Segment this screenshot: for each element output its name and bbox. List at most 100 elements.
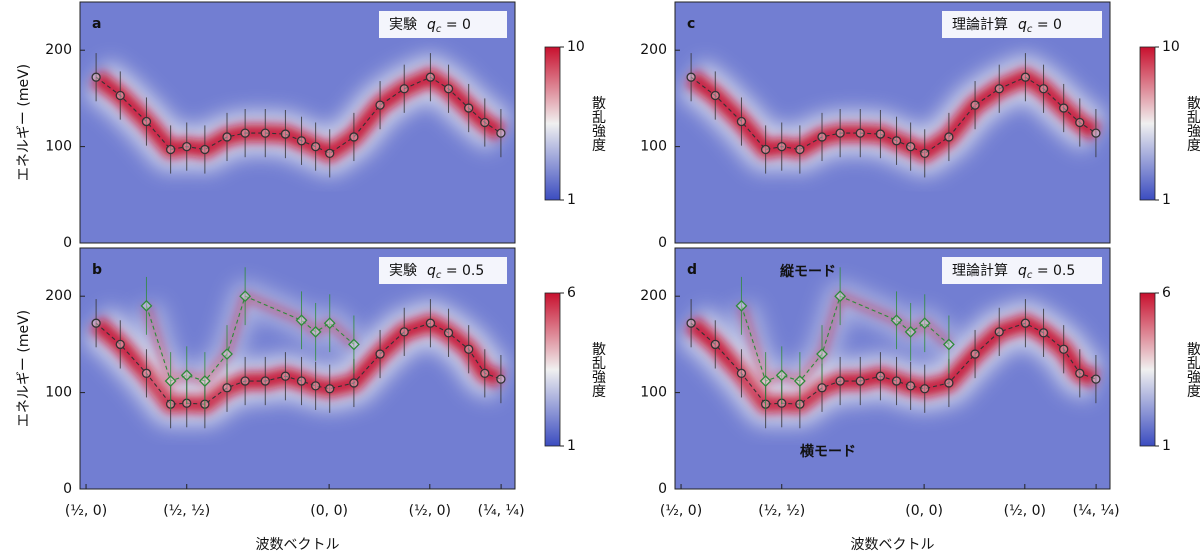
data-point bbox=[760, 144, 771, 155]
colorbar-tick-label: 1 bbox=[567, 192, 576, 208]
data-point bbox=[891, 136, 902, 146]
data-point bbox=[165, 144, 176, 155]
annotation-box bbox=[379, 11, 507, 38]
data-point bbox=[835, 376, 845, 386]
data-point bbox=[1075, 117, 1085, 128]
panel-label: a bbox=[92, 16, 101, 32]
data-point bbox=[239, 290, 252, 303]
data-point bbox=[180, 369, 193, 382]
data-point bbox=[710, 90, 720, 101]
annotation: 理論計算 qc = 0 bbox=[952, 17, 1062, 35]
data-point bbox=[260, 376, 270, 386]
panel-frame bbox=[674, 1, 1111, 244]
annotation-text: 実験 bbox=[389, 263, 417, 279]
panel-label: b bbox=[92, 262, 102, 278]
data-point bbox=[759, 375, 772, 387]
panel-frame bbox=[79, 247, 516, 490]
annotation: 理論計算 qc = 0.5 bbox=[952, 263, 1075, 281]
data-point bbox=[222, 383, 232, 393]
y-tick-label: 200 bbox=[45, 288, 72, 304]
data-point bbox=[904, 325, 917, 338]
parameter-value: = 0 bbox=[441, 17, 471, 33]
colorbar-label: 散乱強度 bbox=[590, 96, 606, 152]
data-point bbox=[875, 371, 886, 381]
x-tick-label: (½, ½) bbox=[163, 503, 210, 519]
colorbar-tick-label: 6 bbox=[1162, 285, 1171, 301]
parameter-symbol: q bbox=[1018, 17, 1027, 33]
data-point bbox=[280, 129, 291, 139]
data-point bbox=[425, 72, 436, 82]
colorbar bbox=[1139, 46, 1156, 201]
data-point bbox=[240, 376, 250, 386]
data-point bbox=[496, 374, 506, 384]
data-point bbox=[686, 72, 696, 82]
data-point bbox=[918, 317, 931, 330]
annotation-box bbox=[942, 257, 1102, 284]
colorbar-tick-label: 1 bbox=[1162, 438, 1171, 454]
colorbar bbox=[1139, 292, 1156, 447]
panel-frame bbox=[79, 1, 516, 244]
data-point bbox=[325, 148, 335, 158]
y-axis-label: エネルギー (meV) bbox=[16, 64, 32, 181]
data-point bbox=[944, 132, 954, 142]
panel-frame bbox=[674, 247, 1111, 490]
data-point bbox=[496, 128, 506, 138]
data-point bbox=[310, 381, 321, 391]
data-point bbox=[710, 339, 720, 350]
data-point bbox=[905, 141, 916, 152]
data-point bbox=[834, 290, 847, 303]
colorbar-tick-label: 10 bbox=[1162, 39, 1180, 55]
data-point bbox=[240, 128, 250, 138]
parameter-symbol: q bbox=[427, 17, 436, 33]
panel-label: c bbox=[687, 16, 695, 32]
parameter-symbol: q bbox=[427, 263, 436, 279]
data-point bbox=[115, 90, 125, 101]
panel-label: d bbox=[687, 262, 697, 278]
colorbar bbox=[544, 46, 561, 201]
data-point bbox=[994, 327, 1004, 337]
data-point bbox=[855, 128, 865, 138]
x-tick-label: (0, 0) bbox=[905, 503, 943, 519]
data-point bbox=[309, 325, 322, 338]
y-axis-label: エネルギー (meV) bbox=[16, 310, 32, 427]
heatmap bbox=[675, 248, 1110, 489]
colorbar-label: 散乱強度 bbox=[590, 342, 606, 398]
colorbar-label: 散乱強度 bbox=[1185, 96, 1200, 152]
data-point bbox=[970, 349, 980, 359]
y-tick-label: 200 bbox=[45, 42, 72, 58]
data-point bbox=[1091, 374, 1101, 384]
series-line bbox=[690, 322, 1097, 405]
data-point bbox=[91, 318, 101, 328]
annotation-box bbox=[942, 11, 1102, 38]
data-point bbox=[198, 375, 211, 387]
annotation-text: 理論計算 bbox=[952, 17, 1008, 33]
data-point bbox=[349, 378, 359, 388]
data-point bbox=[817, 132, 827, 142]
data-point bbox=[115, 339, 125, 350]
data-point bbox=[296, 136, 307, 146]
data-point bbox=[835, 128, 845, 138]
series-line bbox=[740, 295, 950, 382]
x-tick-label: (¼, ¼) bbox=[478, 503, 525, 519]
y-tick-label: 100 bbox=[640, 385, 667, 401]
data-point bbox=[942, 338, 955, 351]
data-point bbox=[464, 103, 474, 113]
parameter-subscript: c bbox=[436, 24, 442, 35]
mode-annotation: 横モード bbox=[800, 443, 856, 460]
x-tick-label: (½, 0) bbox=[409, 503, 451, 519]
parameter-subscript: c bbox=[436, 270, 442, 281]
series-line bbox=[145, 295, 355, 382]
y-tick-label: 0 bbox=[658, 481, 667, 497]
data-point bbox=[480, 117, 490, 128]
data-point bbox=[375, 349, 385, 359]
data-point bbox=[890, 314, 903, 327]
y-tick-label: 100 bbox=[45, 139, 72, 155]
y-tick-label: 200 bbox=[640, 288, 667, 304]
data-point bbox=[1038, 328, 1049, 338]
data-point bbox=[1059, 103, 1069, 113]
data-point bbox=[793, 375, 806, 387]
parameter-value: = 0 bbox=[1032, 17, 1062, 33]
colorbar bbox=[544, 292, 561, 447]
data-point bbox=[443, 328, 454, 338]
